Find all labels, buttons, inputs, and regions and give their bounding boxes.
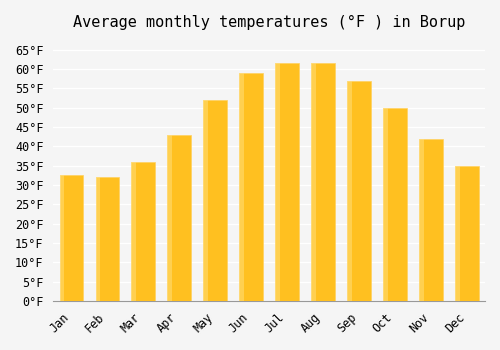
Bar [60, 175, 64, 301]
Bar [384, 108, 406, 301]
Bar [420, 139, 442, 301]
Bar [456, 166, 460, 301]
Bar [204, 100, 227, 301]
Bar [240, 73, 244, 301]
Bar [60, 175, 83, 301]
Bar [168, 135, 191, 301]
Bar [276, 63, 299, 301]
Bar [132, 162, 136, 301]
Bar [348, 80, 352, 301]
Bar [384, 108, 388, 301]
Title: Average monthly temperatures (°F ) in Borup: Average monthly temperatures (°F ) in Bo… [73, 15, 466, 30]
Bar [168, 135, 172, 301]
Bar [420, 139, 424, 301]
Bar [240, 73, 263, 301]
Bar [312, 63, 335, 301]
Bar [96, 177, 119, 301]
Bar [204, 100, 208, 301]
Bar [312, 63, 316, 301]
Bar [96, 177, 100, 301]
Bar [132, 162, 155, 301]
Bar [348, 80, 371, 301]
Bar [456, 166, 478, 301]
Bar [276, 63, 280, 301]
